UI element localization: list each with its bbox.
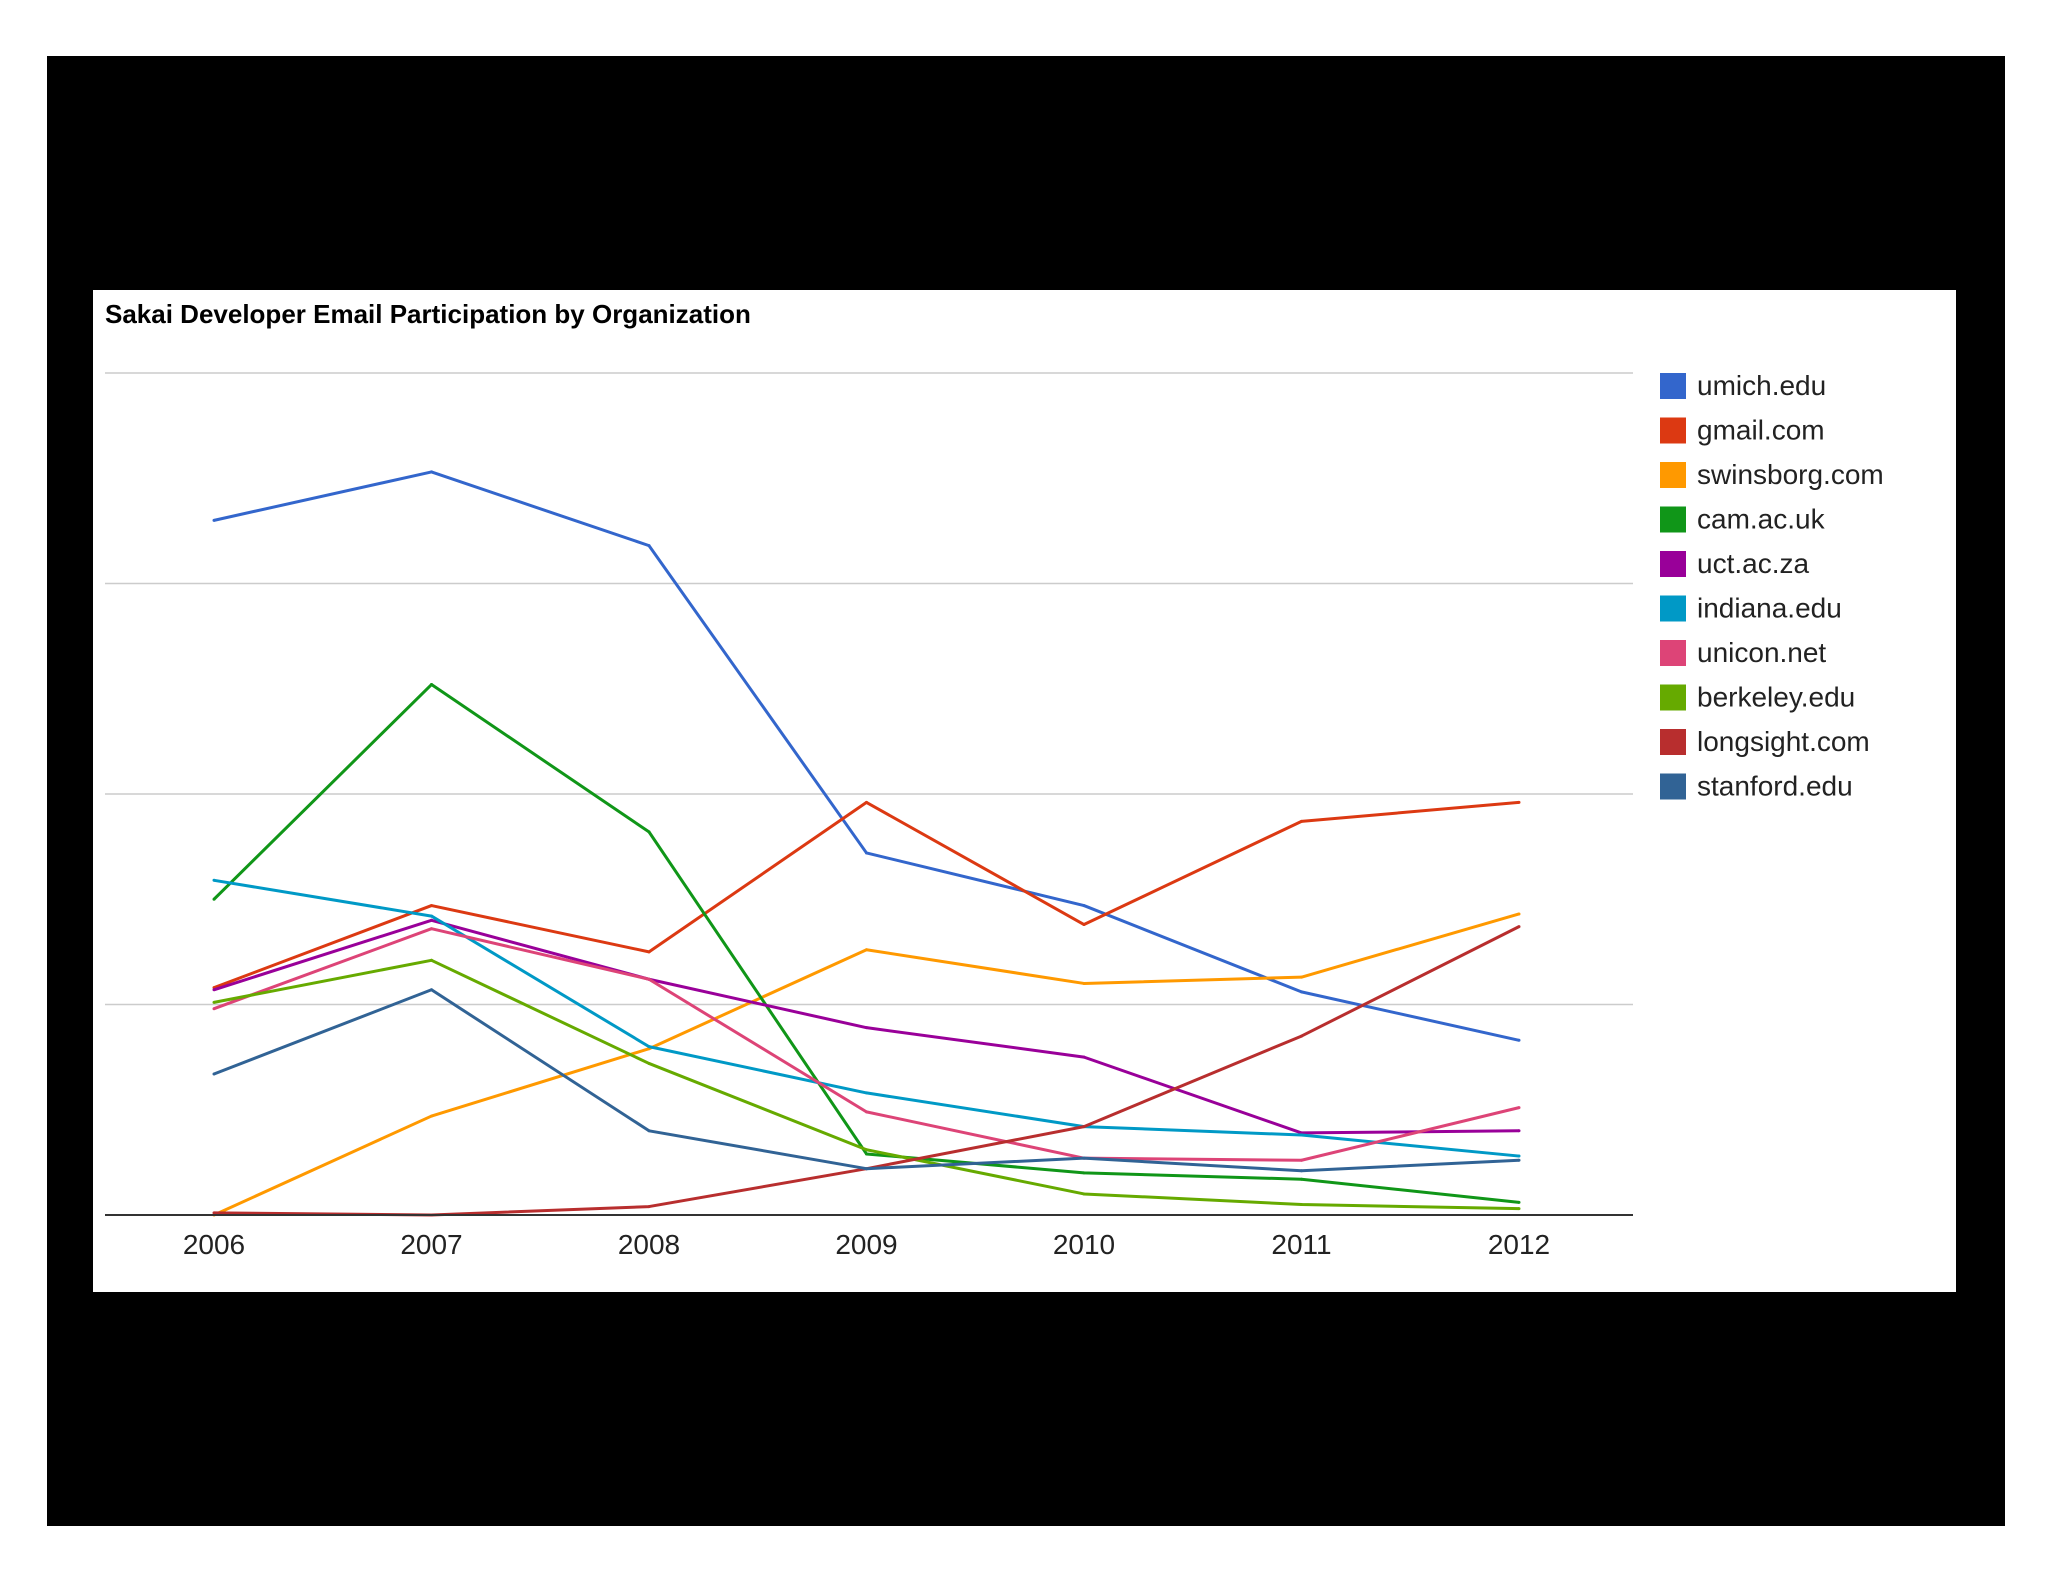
data-point-indiana-edu bbox=[430, 914, 433, 918]
legend-swatch bbox=[1660, 773, 1686, 800]
series-line-umich-edu bbox=[213, 470, 1520, 1042]
legend-label: uct.ac.za bbox=[1697, 548, 1809, 579]
data-point-uct-ac-za bbox=[1517, 1129, 1521, 1133]
data-point-unicon-net bbox=[865, 1110, 868, 1114]
series-line-indiana-edu bbox=[213, 878, 1520, 1158]
legend-label: umich.edu bbox=[1697, 370, 1826, 401]
legend-label: indiana.edu bbox=[1697, 593, 1842, 624]
data-point-stanford-edu bbox=[430, 988, 433, 992]
legend-swatch bbox=[1660, 684, 1686, 711]
data-point-uct-ac-za bbox=[212, 988, 216, 992]
data-point-umich-edu bbox=[865, 851, 868, 855]
data-point-swinsborg-com bbox=[865, 948, 868, 952]
data-point-gmail-com bbox=[430, 904, 433, 908]
x-tick-label: 2010 bbox=[1053, 1229, 1115, 1260]
data-point-umich-edu bbox=[1517, 1038, 1521, 1042]
data-point-cam-ac-uk bbox=[647, 830, 651, 834]
data-point-stanford-edu bbox=[647, 1129, 651, 1133]
data-point-swinsborg-com bbox=[1517, 912, 1521, 916]
data-point-indiana-edu bbox=[865, 1091, 868, 1095]
legend-swatch bbox=[1660, 373, 1686, 399]
data-point-stanford-edu bbox=[212, 1072, 216, 1076]
x-tick-label: 2011 bbox=[1271, 1229, 1331, 1260]
legend-label: cam.ac.uk bbox=[1697, 504, 1826, 535]
data-point-cam-ac-uk bbox=[212, 897, 216, 901]
data-point-stanford-edu bbox=[865, 1167, 868, 1171]
legend-label: longsight.com bbox=[1697, 726, 1870, 757]
chart-card: Sakai Developer Email Participation by O… bbox=[93, 290, 1956, 1292]
data-point-longsight-com bbox=[1517, 925, 1521, 929]
data-point-berkeley-edu bbox=[430, 958, 433, 962]
data-point-indiana-edu bbox=[647, 1045, 651, 1049]
data-point-berkeley-edu bbox=[1517, 1207, 1521, 1211]
data-point-berkeley-edu bbox=[1082, 1192, 1086, 1196]
data-point-indiana-edu bbox=[1300, 1133, 1303, 1137]
data-point-umich-edu bbox=[430, 470, 433, 474]
data-point-cam-ac-uk bbox=[865, 1152, 868, 1156]
chart-title: Sakai Developer Email Participation by O… bbox=[105, 299, 751, 329]
line-chart: Sakai Developer Email Participation by O… bbox=[105, 299, 1884, 1260]
data-point-uct-ac-za bbox=[865, 1026, 868, 1030]
data-point-umich-edu bbox=[1300, 990, 1303, 994]
legend-swatch bbox=[1660, 506, 1686, 533]
data-point-berkeley-edu bbox=[1300, 1202, 1303, 1206]
data-point-swinsborg-com bbox=[430, 1114, 433, 1118]
legend-swatch bbox=[1660, 551, 1686, 577]
x-tick-label: 2009 bbox=[835, 1229, 897, 1260]
legend-swatch bbox=[1660, 595, 1686, 622]
data-point-cam-ac-uk bbox=[1082, 1171, 1086, 1175]
data-point-unicon-net bbox=[1300, 1158, 1303, 1162]
data-point-unicon-net bbox=[647, 977, 651, 981]
legend-swatch bbox=[1660, 417, 1686, 444]
data-point-umich-edu bbox=[212, 518, 216, 522]
x-tick-label: 2006 bbox=[183, 1229, 245, 1260]
legend-label: stanford.edu bbox=[1697, 771, 1853, 802]
data-point-berkeley-edu bbox=[212, 1000, 216, 1004]
data-point-cam-ac-uk bbox=[1300, 1177, 1303, 1181]
data-point-longsight-com bbox=[647, 1205, 651, 1209]
legend-swatch bbox=[1660, 640, 1686, 666]
x-tick-label: 2008 bbox=[618, 1229, 680, 1260]
x-tick-label: 2012 bbox=[1488, 1229, 1550, 1260]
legend-label: swinsborg.com bbox=[1697, 459, 1884, 490]
data-point-uct-ac-za bbox=[430, 918, 433, 922]
gridlines bbox=[105, 372, 1633, 1006]
data-point-berkeley-edu bbox=[865, 1148, 868, 1152]
data-point-cam-ac-uk bbox=[1517, 1200, 1521, 1204]
data-point-umich-edu bbox=[647, 544, 651, 548]
x-axis: 2006 2007 2008 2009 2010 2011 2012 bbox=[105, 1214, 1633, 1260]
data-point-uct-ac-za bbox=[1082, 1055, 1086, 1059]
data-point-gmail-com bbox=[1082, 923, 1086, 927]
data-point-berkeley-edu bbox=[647, 1061, 651, 1065]
legend-label: unicon.net bbox=[1697, 637, 1826, 668]
data-point-indiana-edu bbox=[212, 878, 216, 882]
data-point-longsight-com bbox=[1082, 1125, 1086, 1129]
series-line-stanford-edu bbox=[213, 988, 1520, 1173]
data-point-unicon-net bbox=[212, 1007, 216, 1011]
legend-swatch bbox=[1660, 462, 1686, 488]
data-point-stanford-edu bbox=[1300, 1169, 1303, 1173]
legend-swatch bbox=[1660, 729, 1686, 755]
data-point-gmail-com bbox=[1300, 819, 1303, 823]
data-point-unicon-net bbox=[1517, 1106, 1521, 1110]
data-point-gmail-com bbox=[1517, 800, 1521, 804]
legend: umich.edu gmail.com swinsborg.com cam.ac.uk… bbox=[1660, 370, 1884, 802]
x-tick-label: 2007 bbox=[400, 1229, 462, 1260]
data-point-indiana-edu bbox=[1517, 1154, 1521, 1158]
series-line-gmail-com bbox=[213, 800, 1520, 990]
data-point-umich-edu bbox=[1082, 904, 1086, 908]
data-point-swinsborg-com bbox=[1300, 975, 1303, 979]
data-point-cam-ac-uk bbox=[430, 683, 433, 687]
series-lines bbox=[212, 470, 1521, 1217]
data-point-stanford-edu bbox=[1082, 1156, 1086, 1160]
data-point-swinsborg-com bbox=[1082, 981, 1086, 985]
legend-label: berkeley.edu bbox=[1697, 682, 1855, 713]
data-point-longsight-com bbox=[212, 1211, 216, 1215]
legend-label: gmail.com bbox=[1697, 415, 1825, 446]
data-point-longsight-com bbox=[1300, 1034, 1303, 1038]
data-point-gmail-com bbox=[865, 800, 868, 804]
data-point-gmail-com bbox=[647, 950, 651, 954]
data-point-stanford-edu bbox=[1517, 1158, 1521, 1162]
data-point-unicon-net bbox=[430, 927, 433, 931]
